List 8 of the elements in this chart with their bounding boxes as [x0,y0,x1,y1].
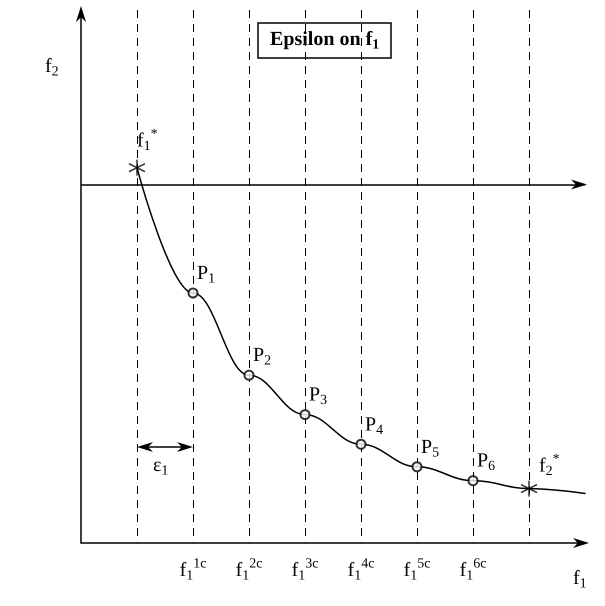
point [244,370,254,381]
point [468,475,478,486]
point [128,158,146,176]
point [356,438,366,450]
point [520,480,538,498]
point [412,461,422,472]
point [300,409,310,420]
point [188,288,198,299]
